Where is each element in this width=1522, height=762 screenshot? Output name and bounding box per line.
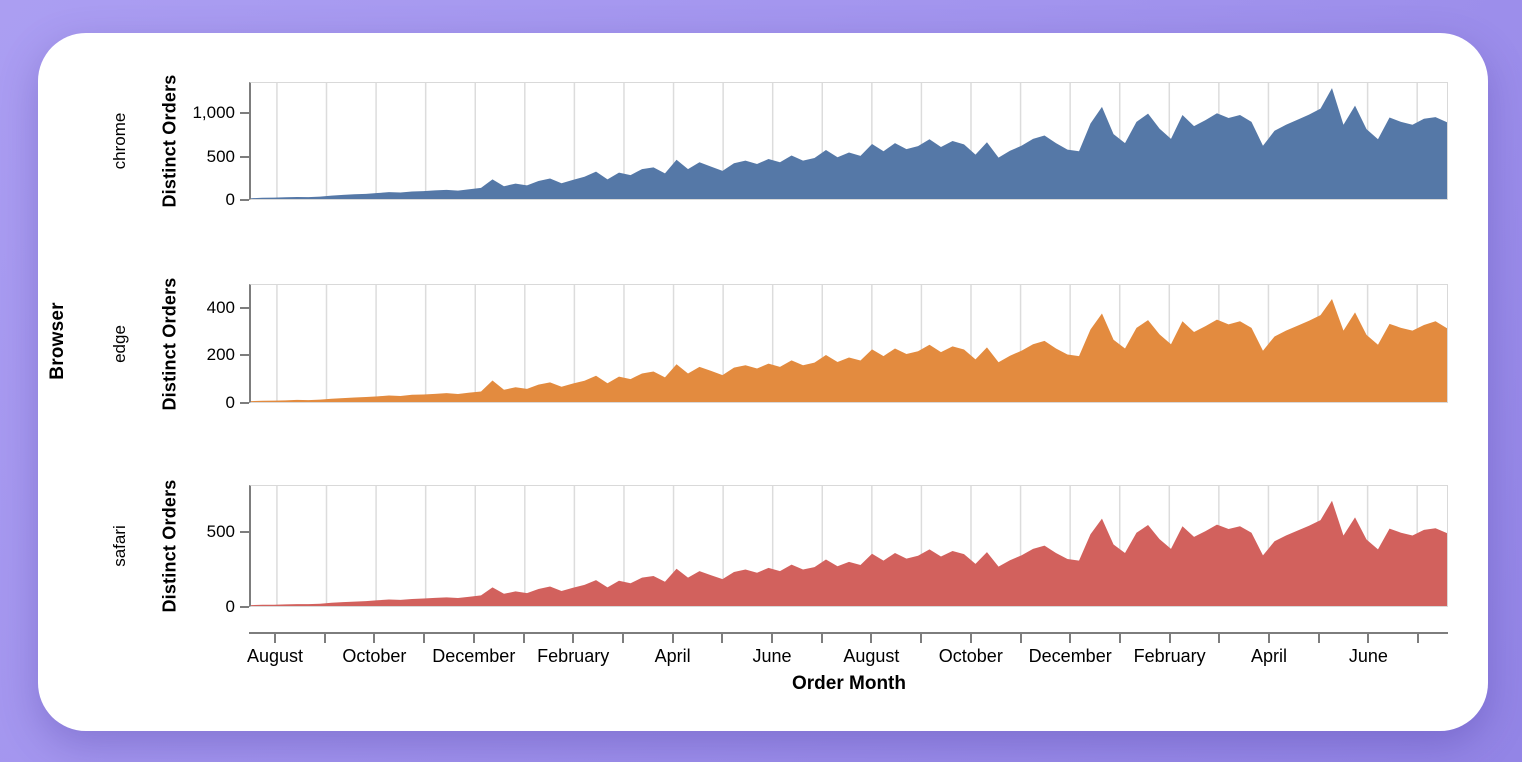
y-tick-label: 500 (206, 522, 235, 542)
x-tick-mark (423, 634, 426, 643)
y-tick-mark (240, 402, 249, 404)
y-tick-mark (240, 306, 249, 309)
x-tick-label: February (537, 646, 610, 666)
area-series-chrome (251, 88, 1447, 199)
x-tick-label: December (432, 646, 516, 666)
x-tick-mark (920, 634, 923, 643)
x-tick-mark (274, 634, 276, 643)
area-series-edge (251, 299, 1447, 402)
x-tick-mark (870, 634, 873, 643)
x-tick-mark (472, 634, 475, 643)
x-tick-mark (771, 634, 773, 643)
x-tick-label: October (342, 646, 407, 666)
y-tick-label: 200 (206, 345, 235, 365)
x-tick-mark (522, 634, 525, 643)
x-tick-mark (1168, 634, 1171, 643)
area-chart-edge (251, 285, 1447, 402)
y-tick-mark (240, 112, 249, 115)
x-tick-mark (1118, 634, 1121, 643)
y-tick-mark (240, 199, 249, 201)
y-tick-mark (240, 531, 249, 534)
y-tick-label: 400 (206, 297, 235, 317)
area-series-safari (251, 500, 1447, 606)
x-tick-mark (621, 634, 624, 643)
x-tick-mark (671, 634, 674, 643)
x-tick-label: February (1133, 646, 1206, 666)
x-tick-mark (1317, 634, 1320, 643)
x-tick-mark (721, 634, 724, 643)
x-tick-label: April (654, 646, 691, 666)
plot-area-edge (249, 284, 1448, 403)
x-tick-mark (1218, 634, 1221, 643)
y-axis-title-safari: Distinct Orders (159, 479, 180, 613)
x-tick-label: April (1250, 646, 1287, 666)
x-tick-mark (1417, 634, 1420, 643)
x-axis-line (249, 632, 1448, 634)
x-tick-mark (969, 634, 972, 643)
x-tick-mark (1069, 634, 1072, 643)
x-tick-mark (572, 634, 575, 643)
y-tick-mark (240, 155, 249, 158)
x-tick-mark (373, 634, 376, 643)
y-axis-title-chrome: Distinct Orders (159, 74, 180, 208)
x-tick-mark (1019, 634, 1022, 643)
plot-area-chrome (249, 82, 1448, 200)
y-tick-label: 0 (225, 393, 235, 412)
area-chart-chrome (251, 83, 1447, 199)
chart-card: Browser chrome Distinct Orders edge Dist… (38, 33, 1488, 731)
area-chart-safari (251, 486, 1447, 606)
x-axis-title: Order Month (792, 673, 906, 694)
facet-label-edge: edge (110, 325, 129, 363)
x-tick-label: December (1028, 646, 1112, 666)
x-tick-label: August (246, 646, 304, 666)
y-tick-mark (240, 354, 249, 357)
x-tick-label: June (752, 646, 792, 666)
x-tick-mark (323, 634, 326, 643)
x-tick-label: October (938, 646, 1003, 666)
y-tick-label: 0 (225, 597, 235, 616)
plot-area-safari (249, 485, 1448, 607)
x-tick-mark (820, 634, 823, 643)
facet-label-safari: safari (110, 525, 129, 567)
x-tick-label: June (1348, 646, 1388, 666)
x-tick-label: August (843, 646, 900, 666)
x-tick-mark (1367, 634, 1370, 643)
y-tick-mark (240, 606, 249, 608)
facet-label-chrome: chrome (110, 112, 129, 170)
x-tick-mark (1268, 634, 1270, 643)
y-tick-label: 1,000 (192, 103, 235, 123)
y-tick-label: 0 (225, 190, 235, 209)
facet-axis-title-browser: Browser (47, 302, 68, 380)
y-tick-label: 500 (206, 146, 235, 166)
